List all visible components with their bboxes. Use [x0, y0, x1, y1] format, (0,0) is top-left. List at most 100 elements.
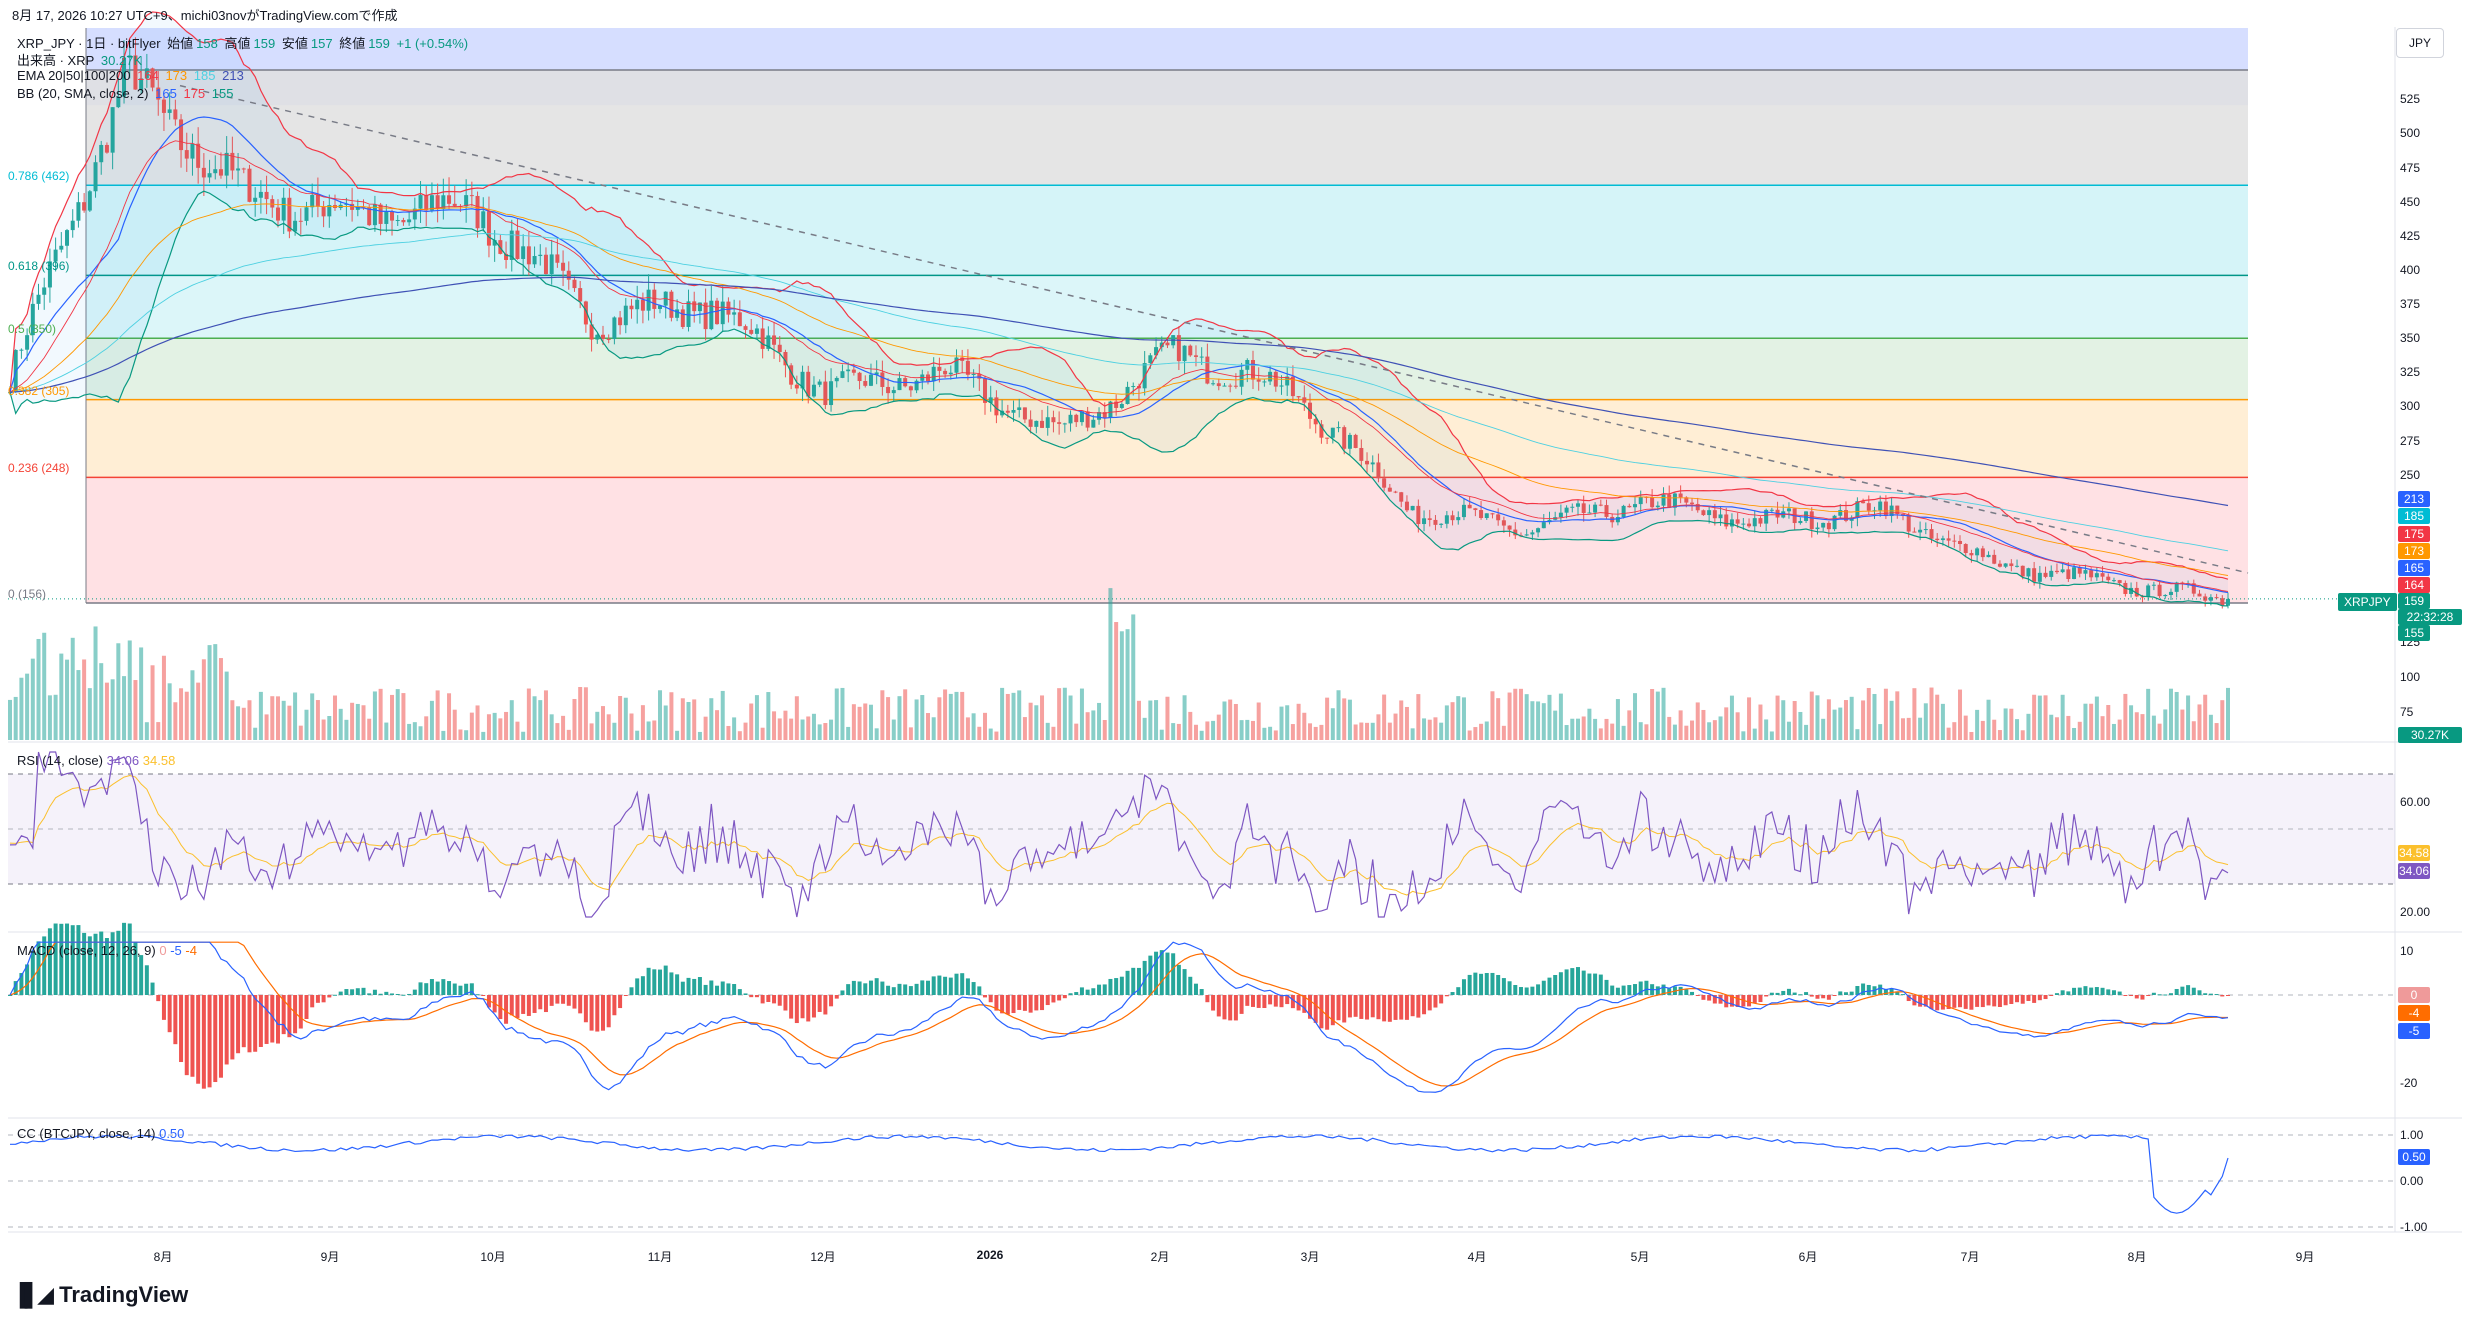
price-axis-tick: 350 — [2400, 331, 2421, 346]
volume-bar — [344, 719, 349, 740]
volume-bar — [829, 719, 834, 740]
currency-button[interactable]: JPY — [2396, 28, 2444, 58]
candle — [897, 378, 902, 391]
volume-bar — [59, 653, 64, 740]
macd-hist-bar — [794, 995, 799, 1024]
candle — [133, 55, 138, 90]
symbol-legend[interactable]: XRP_JPY · 1日 · bitFlyer 始値 158 高値 159 安値 15… — [17, 36, 469, 51]
volume-bar — [2226, 687, 2230, 740]
cc-legend[interactable]: CC (BTCJPY, close, 14) 0.50 — [17, 1126, 185, 1141]
candle — [2140, 596, 2145, 598]
macd-hist-bar — [538, 995, 543, 1010]
macd-hist-bar — [1701, 995, 1706, 1000]
candle — [144, 68, 149, 79]
volume-bar — [2220, 700, 2225, 740]
macd-hist-bar — [184, 995, 189, 1076]
volume-bar — [783, 710, 788, 740]
candle — [1256, 379, 1261, 382]
volume-bar — [304, 709, 309, 740]
volume-bar — [1359, 722, 1364, 740]
volume-bar — [1017, 690, 1022, 740]
volume-bar — [1097, 702, 1102, 740]
candle — [2168, 591, 2173, 595]
volume-legend[interactable]: 出来高 · XRP 30.27K — [17, 53, 143, 68]
macd-hist-bar — [424, 983, 429, 995]
candle — [1034, 420, 1039, 427]
candle — [2226, 598, 2230, 606]
volume-bar — [1861, 700, 1866, 740]
candle — [47, 261, 52, 288]
volume-bar — [1382, 694, 1387, 740]
ema-legend[interactable]: EMA 20|50|100|200 164 173 185 213 — [17, 68, 244, 83]
candle — [315, 195, 320, 207]
volume-bar — [703, 716, 708, 740]
volume-bar — [2049, 714, 2054, 740]
candle — [110, 107, 115, 153]
macd-hist-bar — [1461, 979, 1466, 995]
macd-hist-bar — [1507, 981, 1512, 995]
volume-bar — [139, 647, 144, 740]
volume-bar — [82, 659, 87, 740]
volume-bar — [207, 645, 212, 740]
macd-hist-bar — [412, 989, 417, 995]
macd-hist-bar — [1530, 986, 1535, 995]
candle — [2089, 570, 2094, 578]
volume-bar — [1131, 614, 1136, 740]
volume-bar — [1661, 687, 1666, 740]
volume-bar — [1553, 710, 1558, 740]
volume-bar — [1815, 695, 1820, 740]
macd-hist-bar — [1171, 953, 1176, 995]
candle — [1895, 505, 1900, 515]
volume-bar — [452, 709, 457, 740]
volume-tag: 30.27K — [2398, 727, 2462, 743]
volume-bar — [224, 671, 229, 740]
volume-bar — [2009, 708, 2014, 740]
macd-hist-bar — [1211, 995, 1216, 1011]
macd-hist-bar — [1883, 988, 1888, 995]
rsi-legend[interactable]: RSI (14, close) 34.06 34.58 — [17, 753, 176, 768]
macd-hist-bar — [583, 995, 588, 1023]
candle — [1712, 510, 1717, 519]
candle — [1370, 462, 1375, 465]
volume-bar — [1062, 687, 1067, 740]
volume-bar — [93, 626, 98, 740]
macd-hist-bar — [829, 995, 834, 1007]
macd-hist-bar — [287, 995, 292, 1038]
tradingview-logo[interactable]: ▐▌◢ TradingView — [12, 1282, 188, 1308]
candle — [566, 270, 571, 280]
candle — [737, 312, 742, 327]
bb-legend[interactable]: BB (20, SMA, close, 2) 165 175 155 — [17, 86, 234, 101]
volume-bar — [1536, 701, 1541, 740]
volume-bar — [1005, 693, 1010, 740]
candle — [1735, 519, 1740, 524]
candle — [1678, 493, 1683, 498]
volume-bar — [1427, 719, 1432, 740]
volume-bar — [1564, 725, 1569, 740]
macd-hist-bar — [1661, 984, 1666, 995]
macd-tag: -5 — [2398, 1023, 2430, 1039]
month-label: 9月 — [2295, 1250, 2315, 1264]
macd-hist-bar — [99, 931, 104, 995]
volume-bar — [1980, 720, 1985, 740]
macd-hist-bar — [1849, 991, 1854, 995]
candle — [2129, 587, 2134, 594]
volume-bar — [2140, 714, 2145, 740]
macd-hist-bar — [800, 995, 805, 1019]
macd-hist-bar — [823, 995, 828, 1015]
macd-hist-bar — [156, 995, 161, 1002]
volume-bar — [646, 721, 651, 740]
volume-bar — [1570, 718, 1575, 740]
macd-hist-bar — [1712, 995, 1717, 1004]
macd-legend[interactable]: MACD (close, 12, 26, 9) 0 -5 -4 — [17, 943, 197, 958]
macd-hist-bar — [1855, 986, 1860, 995]
volume-bar — [1422, 718, 1427, 740]
volume-bar — [561, 715, 566, 740]
macd-hist-bar — [806, 995, 811, 1022]
volume-bar — [772, 711, 777, 740]
volume-bar — [732, 717, 737, 740]
volume-bar — [361, 705, 366, 740]
macd-hist-bar — [988, 995, 993, 1003]
volume-bar — [1222, 701, 1227, 740]
candle — [2174, 582, 2179, 592]
